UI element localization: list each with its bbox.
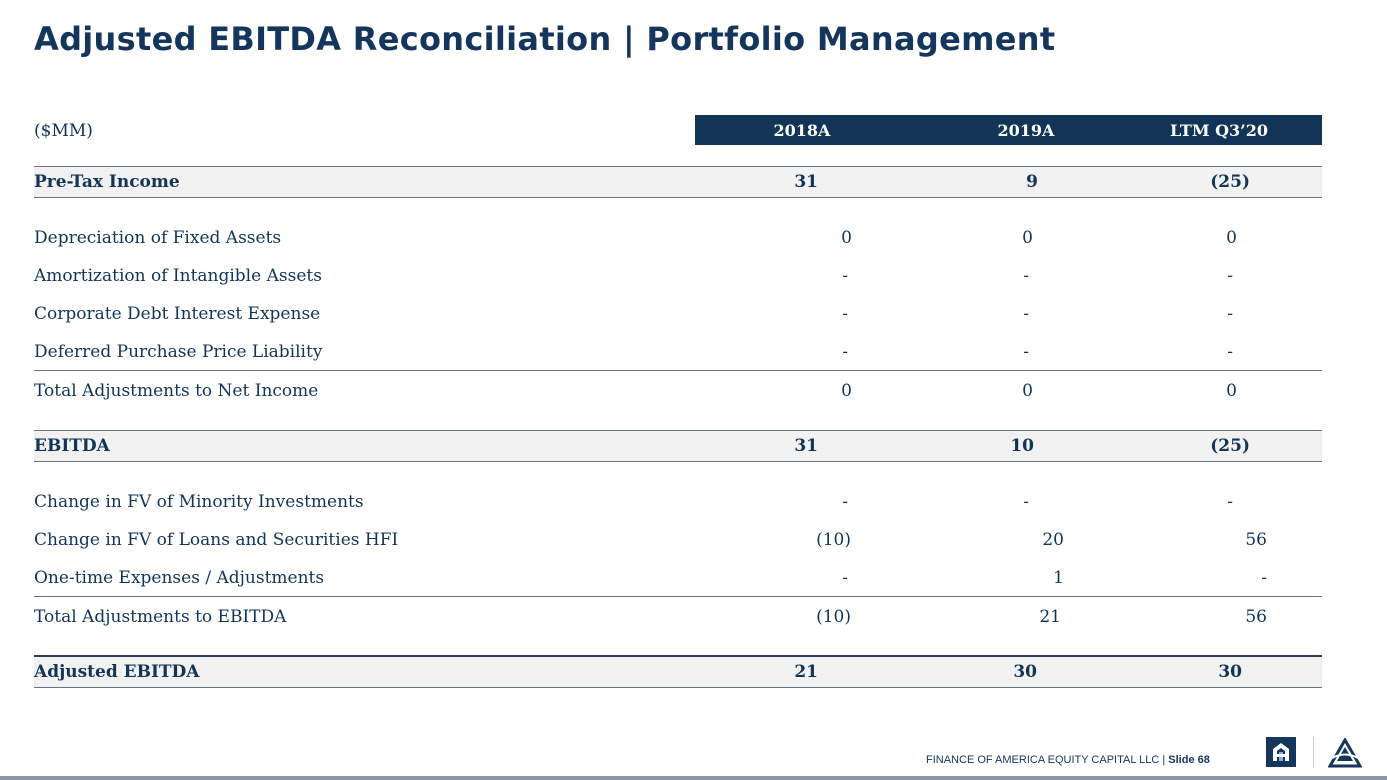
table-row-total-adjustments-ebitda: Total Adjustments to EBITDA (10) 21 56 — [34, 596, 1322, 627]
footer-slide-number: Slide 68 — [1168, 754, 1210, 766]
cell-2018a: (10) — [816, 607, 851, 627]
footer-divider — [1313, 737, 1314, 768]
row-label: Change in FV of Minority Investments — [34, 492, 364, 512]
cell-2018a: 31 — [794, 436, 818, 456]
cell-2019a: 21 — [1039, 607, 1061, 627]
cell-2018a: - — [842, 568, 848, 588]
table-row: Corporate Debt Interest Expense - - - — [34, 299, 1322, 329]
row-label: Total Adjustments to Net Income — [34, 381, 319, 401]
table-row-ebitda: EBITDA 31 10 (25) — [34, 430, 1322, 462]
cell-ltm: 30 — [1218, 662, 1242, 682]
row-label: Deferred Purchase Price Liability — [34, 342, 323, 362]
table-row: Depreciation of Fixed Assets 0 0 0 — [34, 223, 1322, 253]
cell-2018a: (10) — [816, 530, 851, 550]
cell-2018a: - — [842, 304, 848, 324]
cell-ltm: - — [1227, 492, 1233, 512]
cell-ltm: 56 — [1245, 607, 1267, 627]
cell-2019a: - — [1023, 492, 1029, 512]
cell-2018a: - — [842, 492, 848, 512]
cell-2019a: 0 — [1022, 381, 1033, 401]
table-row-pre-tax-income: Pre-Tax Income 31 9 (25) — [34, 166, 1322, 198]
row-label: One-time Expenses / Adjustments — [34, 568, 325, 588]
table-row: Deferred Purchase Price Liability - - - — [34, 337, 1322, 367]
cell-2018a: 21 — [794, 662, 818, 682]
cell-ltm: - — [1227, 304, 1233, 324]
cell-ltm: (25) — [1210, 436, 1250, 456]
cell-ltm: - — [1227, 342, 1233, 362]
table-row: Amortization of Intangible Assets - - - — [34, 261, 1322, 291]
cell-2019a: - — [1023, 342, 1029, 362]
footer-company: FINANCE OF AMERICA EQUITY CAPITAL LLC — [926, 754, 1160, 766]
table-row: One-time Expenses / Adjustments - 1 - — [34, 563, 1322, 593]
row-label: Change in FV of Loans and Securities HFI — [34, 530, 399, 550]
cell-2019a: 9 — [1026, 172, 1038, 192]
cell-2018a: - — [842, 266, 848, 286]
cell-ltm: 0 — [1226, 228, 1237, 248]
cell-ltm: - — [1261, 568, 1267, 588]
cell-ltm: - — [1227, 266, 1233, 286]
bottom-bar — [0, 776, 1387, 780]
cell-ltm: (25) — [1210, 172, 1250, 192]
cell-2019a: 30 — [1013, 662, 1037, 682]
cell-2019a: 0 — [1022, 228, 1033, 248]
footer-text: FINANCE OF AMERICA EQUITY CAPITAL LLC | … — [926, 754, 1210, 766]
cell-2019a: 1 — [1053, 568, 1064, 588]
row-label: Amortization of Intangible Assets — [34, 266, 322, 286]
row-label: EBITDA — [34, 436, 110, 456]
cell-2019a: - — [1023, 266, 1029, 286]
cell-2018a: 0 — [841, 381, 852, 401]
cell-2019a: 10 — [1010, 436, 1034, 456]
table-row: Change in FV of Loans and Securities HFI… — [34, 525, 1322, 555]
table-row-adjusted-ebitda: Adjusted EBITDA 21 30 30 — [34, 655, 1322, 688]
table-row: Change in FV of Minority Investments - -… — [34, 487, 1322, 517]
row-label: Adjusted EBITDA — [34, 662, 200, 682]
page-title: Adjusted EBITDA Reconciliation | Portfol… — [34, 20, 1056, 58]
cell-2018a: - — [842, 342, 848, 362]
footer-separator: | — [1159, 754, 1169, 766]
cell-ltm: 0 — [1226, 381, 1237, 401]
cell-2019a: 20 — [1042, 530, 1064, 550]
row-label: Total Adjustments to EBITDA — [34, 607, 287, 627]
cell-2018a: 0 — [841, 228, 852, 248]
foa-logo-icon — [1266, 737, 1296, 767]
column-header-ltm: LTM Q3’20 — [1169, 121, 1269, 140]
cell-2018a: 31 — [794, 172, 818, 192]
cell-ltm: 56 — [1245, 530, 1267, 550]
column-header-2018a: 2018A — [773, 121, 831, 140]
cell-2019a: - — [1023, 304, 1029, 324]
table-header-bar — [695, 115, 1322, 145]
triangle-logo-icon — [1327, 736, 1363, 772]
table-row-total-adjustments-net-income: Total Adjustments to Net Income 0 0 0 — [34, 370, 1322, 401]
column-header-2019a: 2019A — [997, 121, 1055, 140]
unit-label: ($MM) — [34, 121, 93, 141]
row-label: Pre-Tax Income — [34, 172, 180, 192]
row-label: Depreciation of Fixed Assets — [34, 228, 282, 248]
row-label: Corporate Debt Interest Expense — [34, 304, 321, 324]
